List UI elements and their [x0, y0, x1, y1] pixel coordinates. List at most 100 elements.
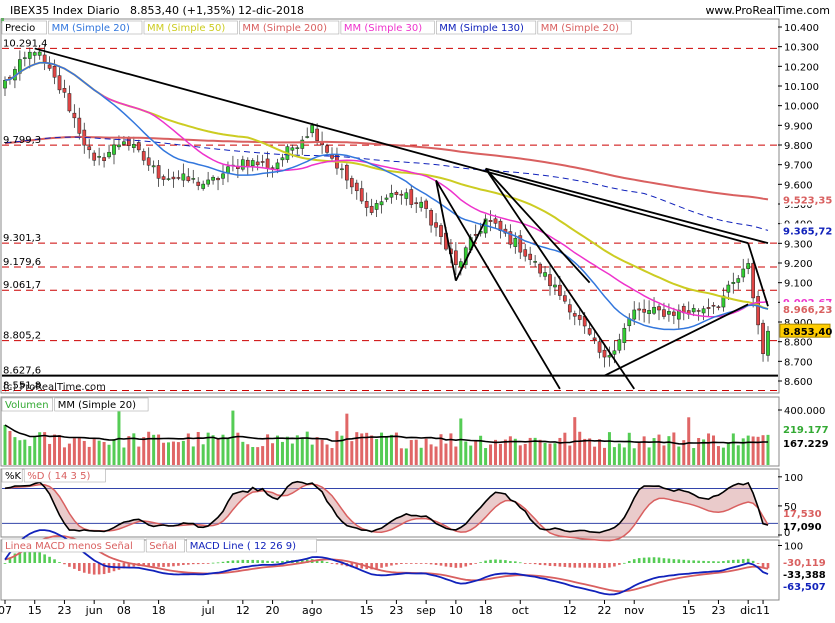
- value-tag: -63,507: [783, 582, 826, 593]
- macd-hist-bar: [102, 563, 106, 575]
- candle-body: [136, 142, 141, 151]
- sma20-line: [4, 61, 769, 331]
- y-tick-label: 100: [784, 542, 803, 553]
- macd-hist-bar: [340, 563, 344, 566]
- macd-hist-bar: [558, 563, 562, 567]
- volume-bar: [67, 443, 71, 465]
- candle-body: [647, 310, 651, 314]
- x-tick-label: jun: [85, 604, 103, 617]
- candle-body: [27, 51, 32, 59]
- level-label: 8.551,8: [3, 380, 41, 391]
- volume-bar: [266, 434, 270, 465]
- macd-hist-bar: [350, 563, 354, 568]
- macd-hist-bar: [464, 563, 468, 567]
- candle-body: [711, 304, 716, 307]
- volume-bar: [404, 448, 408, 465]
- macd-hist-bar: [405, 563, 408, 564]
- volume-bar: [459, 418, 463, 465]
- level-label: 9.179,6: [3, 257, 41, 268]
- volume-bar: [479, 435, 483, 465]
- legend-item: MACD Line ( 12 26 9): [190, 541, 296, 552]
- macd-hist-bar: [419, 563, 423, 564]
- macd-hist-bar: [221, 561, 225, 563]
- volume-bar: [370, 435, 374, 465]
- macd-hist-bar: [608, 563, 611, 568]
- volume-bar: [702, 439, 706, 465]
- price-panel-frame: [0, 18, 780, 394]
- macd-hist-bar: [206, 563, 210, 564]
- candle-body: [429, 210, 433, 226]
- candle-body: [746, 263, 751, 270]
- volume-bar: [429, 444, 433, 465]
- stochastic: [2, 480, 778, 542]
- volume-bar: [3, 424, 7, 465]
- candle-body: [131, 144, 136, 148]
- macd-hist-bar: [459, 563, 463, 568]
- macd-panel-frame: [0, 539, 780, 601]
- candle-body: [211, 176, 215, 181]
- macd-hist-bar: [677, 559, 681, 563]
- trend-line: [747, 243, 769, 307]
- volume-bar: [756, 436, 760, 465]
- candle-body: [374, 203, 379, 210]
- volume-bar: [256, 447, 260, 465]
- macd-hist-bar: [63, 563, 66, 565]
- macd-hist-bar: [553, 563, 557, 567]
- volume-bar: [300, 437, 304, 465]
- macd-hist-bar: [687, 560, 691, 563]
- volume-bar: [18, 440, 22, 465]
- volume-bar: [469, 445, 473, 465]
- candle-body: [290, 147, 295, 151]
- candle-body: [141, 151, 146, 161]
- macd-hist-bar: [82, 563, 86, 573]
- macd-legend: Linea MACD menos Señal Señal MACD Line ( 1…: [1, 538, 317, 553]
- value-tag-bg: [779, 323, 831, 338]
- stoch-panel-frame: [0, 468, 780, 538]
- y-tick-label: 0: [784, 528, 790, 539]
- volume-bar: [474, 441, 478, 465]
- candle-body: [389, 192, 394, 198]
- stoch-k-line: [4, 480, 769, 534]
- volume-bar: [226, 438, 230, 465]
- legend-box: [1, 397, 54, 412]
- candle-body: [558, 284, 562, 296]
- volume-bar: [246, 444, 250, 465]
- macd-hist-bar: [518, 562, 522, 564]
- candle-body: [67, 93, 72, 112]
- macd-hist-bar: [642, 557, 646, 563]
- trend-line: [485, 167, 769, 245]
- macd-hist-bar: [672, 559, 676, 563]
- volume-bar: [137, 446, 141, 465]
- volume-bar: [414, 439, 418, 465]
- macd-hist-bar: [187, 563, 190, 565]
- volume-bar: [484, 448, 488, 465]
- volume-bar: [761, 435, 765, 465]
- candle-body: [340, 168, 344, 171]
- candle-body: [454, 250, 458, 265]
- last-quote: 8.853,40 (+1,35%): [130, 4, 235, 17]
- macd-hist-bar: [251, 559, 255, 563]
- y-tick-label: 9.200: [784, 259, 813, 270]
- legend-item: %K: [5, 471, 22, 482]
- macd-hist-bar: [147, 563, 150, 567]
- watermark: (c) ProRealTime.com: [3, 382, 106, 393]
- macd-hist-bar: [523, 563, 527, 564]
- volume-bar: [157, 434, 161, 465]
- macd-axis: 100 -30,119-33,388-63,507: [778, 542, 826, 593]
- macd-hist-bar: [598, 563, 601, 568]
- macd-hist-bar: [43, 554, 46, 563]
- value-tag: -33,388: [783, 570, 826, 581]
- volume-bar: [315, 437, 319, 465]
- candle-body: [597, 341, 602, 353]
- candle-body: [691, 308, 696, 313]
- macd-hist-bar: [444, 563, 448, 567]
- site-label: www.ProRealTime.com: [705, 4, 830, 17]
- legend-item: MM (Simple 50): [147, 23, 225, 34]
- candle-body: [32, 52, 37, 56]
- macd-hist-bar: [300, 559, 304, 563]
- macd-hist-bar: [439, 563, 443, 566]
- symbol-title: IBEX35 Index: [10, 4, 84, 17]
- volume-bar: [48, 443, 52, 465]
- macd-line: [4, 529, 769, 596]
- x-tick-label: sep: [416, 604, 435, 617]
